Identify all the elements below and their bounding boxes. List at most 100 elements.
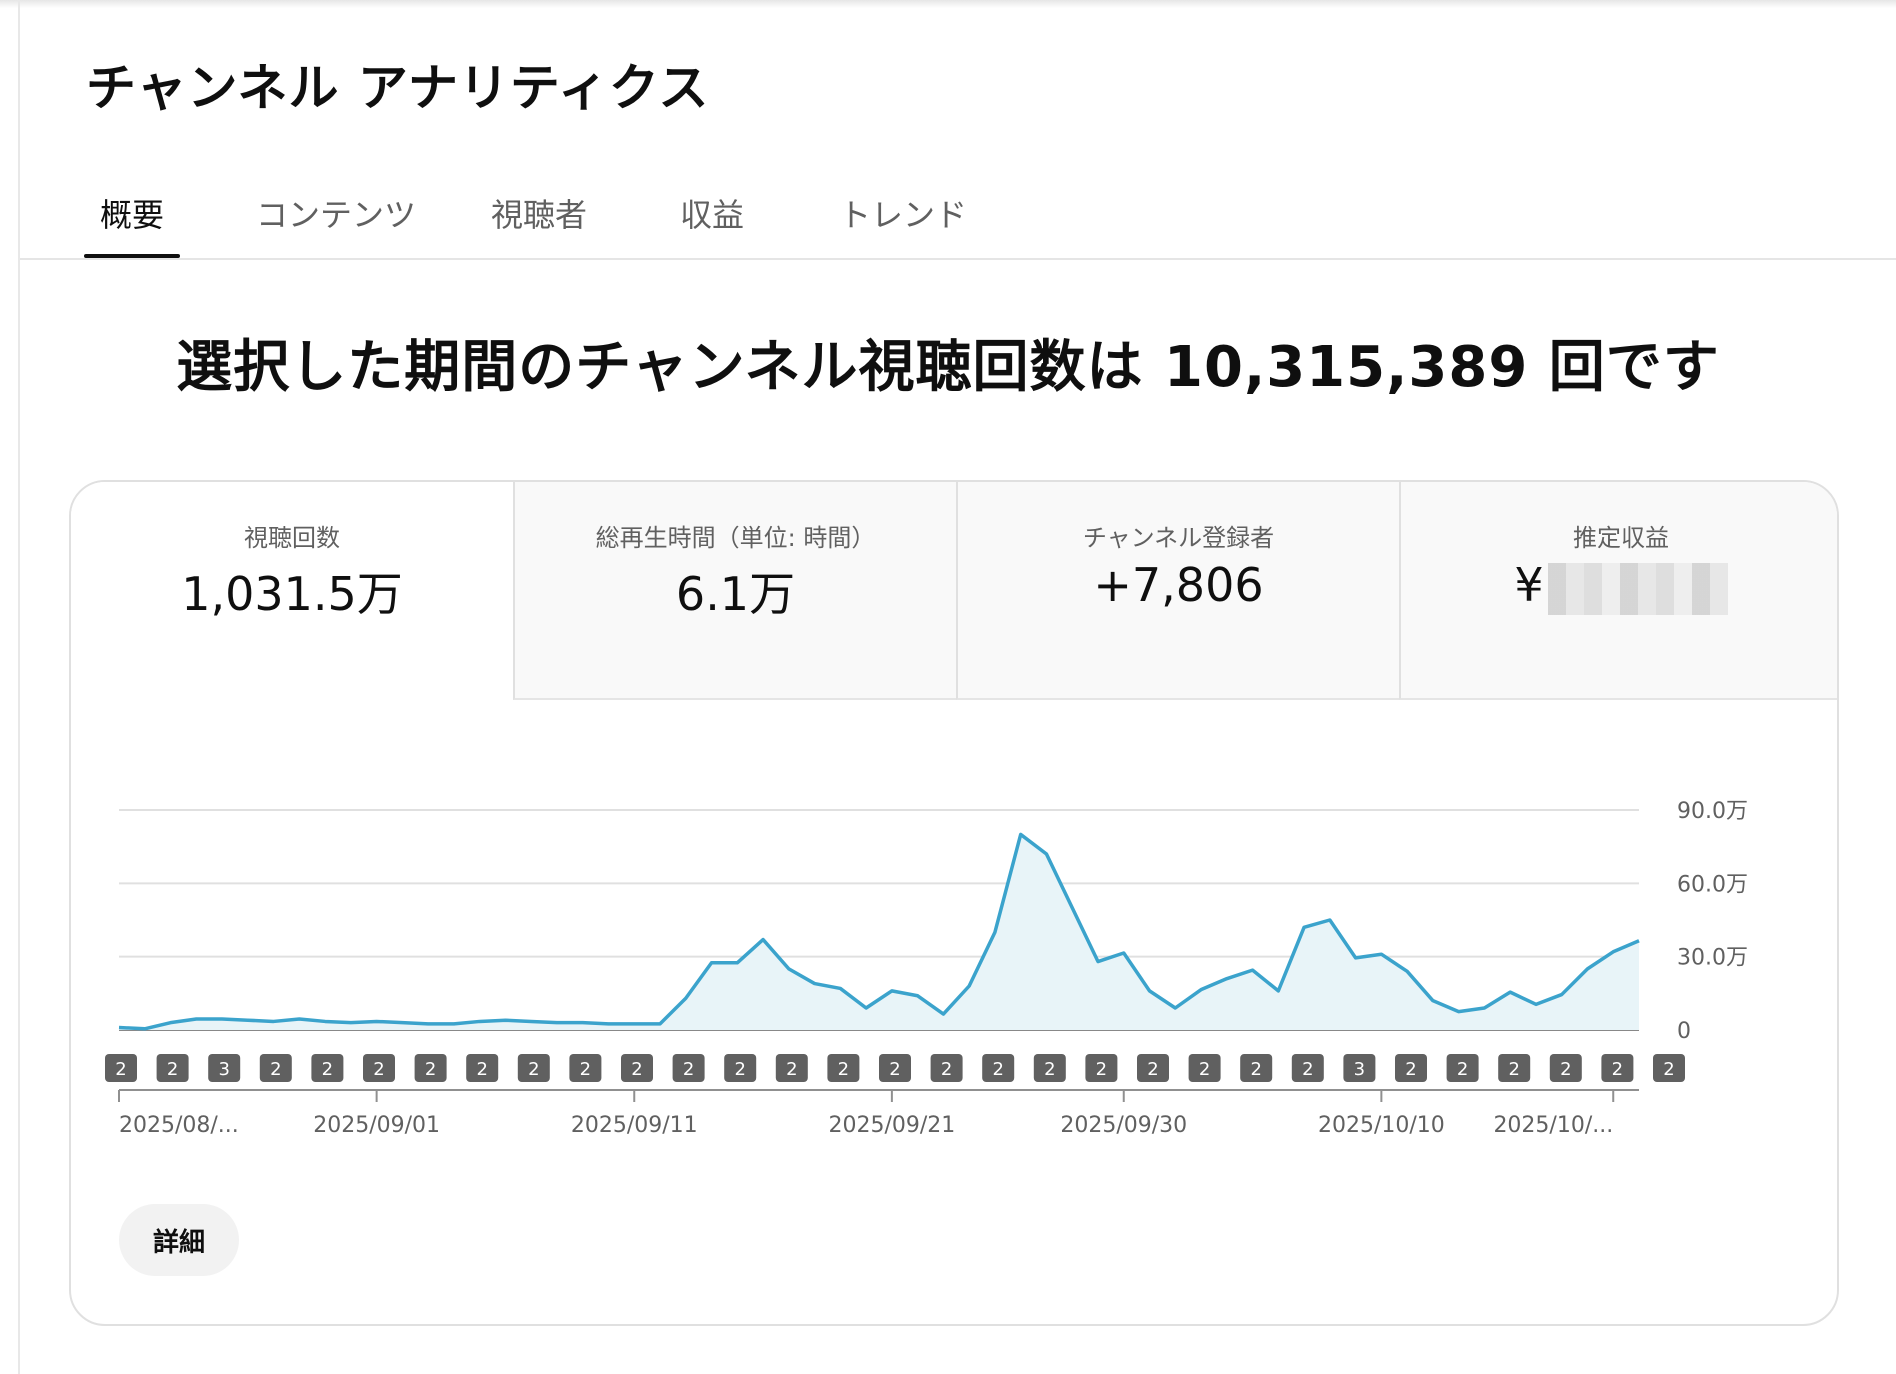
x-tick-label: 2025/09/30 — [1060, 1113, 1187, 1138]
marker-count: 2 — [1457, 1059, 1468, 1080]
details-button[interactable]: 詳細 — [119, 1204, 239, 1276]
metric-label: チャンネル登録者 — [1082, 524, 1275, 552]
video-publish-marker[interactable]: 2 — [1188, 1054, 1221, 1082]
metric-views[interactable]: 視聴回数 1,031.5万 — [71, 482, 513, 700]
metric-value: ¥ — [1401, 558, 1837, 615]
marker-count: 3 — [218, 1059, 229, 1080]
metric-estimated-revenue[interactable]: 推定収益 ¥ — [1399, 482, 1837, 700]
top-shadow — [0, 0, 1896, 8]
marker-count: 2 — [838, 1059, 849, 1080]
chart-markers: 2 2 3 2 2 2 2 2 2 2 2 2 2 2 2 2 2 2 2 2 2 2 2 2 3 2 2 2 2 2 2 — [105, 1054, 1685, 1082]
marker-count: 2 — [1405, 1059, 1416, 1080]
metric-label: 視聴回数 — [244, 524, 340, 552]
x-tick-label: 2025/10/10 — [1318, 1113, 1445, 1138]
x-tick-label: 2025/09/01 — [313, 1113, 440, 1138]
marker-count: 2 — [1612, 1059, 1623, 1080]
video-publish-marker[interactable]: 2 — [466, 1054, 499, 1082]
metric-value: 6.1万 — [675, 567, 796, 621]
marker-count: 2 — [734, 1059, 745, 1080]
video-publish-marker[interactable]: 2 — [1446, 1054, 1479, 1082]
video-publish-marker[interactable]: 2 — [1395, 1054, 1427, 1082]
area-fill — [119, 834, 1639, 1030]
video-publish-marker[interactable]: 2 — [1653, 1054, 1685, 1082]
views-headline: 選択した期間のチャンネル視聴回数は 10,315,389 回です — [176, 335, 1720, 400]
marker-count: 2 — [786, 1059, 797, 1080]
video-publish-marker[interactable]: 2 — [105, 1054, 137, 1082]
video-publish-marker[interactable]: 2 — [724, 1054, 757, 1082]
x-tick-label: 2025/08/... — [119, 1113, 239, 1138]
marker-count: 2 — [1096, 1059, 1107, 1080]
video-publish-marker[interactable]: 2 — [1601, 1054, 1634, 1082]
x-tick-label: 2025/09/21 — [828, 1113, 955, 1138]
marker-count: 2 — [1250, 1059, 1261, 1080]
marker-count: 2 — [1302, 1059, 1313, 1080]
video-publish-marker[interactable]: 2 — [879, 1054, 911, 1082]
tab-content[interactable]: コンテンツ — [256, 180, 416, 258]
video-publish-marker[interactable]: 2 — [1549, 1054, 1582, 1082]
y-tick-label: 0 — [1677, 1019, 1691, 1044]
analytics-card: 視聴回数 1,031.5万 総再生時間（単位: 時間） 6.1万 チャンネル登録… — [69, 480, 1839, 1326]
y-tick-label: 90.0万 — [1677, 799, 1748, 824]
tab-revenue[interactable]: 収益 — [672, 180, 752, 258]
video-publish-marker[interactable]: 2 — [1137, 1054, 1169, 1082]
metric-value: 1,031.5万 — [181, 567, 403, 621]
page-title: チャンネル アナリティクス — [86, 59, 710, 117]
marker-count: 2 — [1147, 1059, 1158, 1080]
marker-count: 2 — [889, 1059, 900, 1080]
tab-label: 収益 — [679, 196, 744, 234]
video-publish-marker[interactable]: 2 — [259, 1054, 292, 1082]
video-publish-marker[interactable]: 2 — [517, 1054, 550, 1082]
x-tick-label: 2025/09/11 — [571, 1113, 698, 1138]
marker-count: 2 — [322, 1059, 333, 1080]
video-publish-marker[interactable]: 2 — [827, 1054, 860, 1082]
currency-symbol: ¥ — [1514, 558, 1544, 612]
y-tick-label: 30.0万 — [1677, 946, 1748, 971]
video-publish-marker[interactable]: 2 — [363, 1054, 395, 1082]
video-publish-marker[interactable]: 2 — [1498, 1054, 1531, 1082]
video-publish-marker[interactable]: 2 — [621, 1054, 653, 1082]
tab-label: 概要 — [99, 196, 164, 234]
sidebar-divider — [18, 0, 20, 1374]
marker-count: 2 — [683, 1059, 694, 1080]
marker-count: 2 — [580, 1059, 591, 1080]
views-series-line — [118, 832, 1640, 1031]
video-publish-marker[interactable]: 2 — [1291, 1054, 1324, 1082]
metric-subscribers[interactable]: チャンネル登録者 +7,806 — [956, 482, 1399, 700]
metric-value: +7,806 — [1093, 558, 1264, 612]
tab-label: コンテンツ — [256, 196, 417, 234]
marker-count: 2 — [270, 1059, 281, 1080]
video-publish-marker[interactable]: 2 — [1033, 1054, 1066, 1082]
marker-count: 2 — [373, 1059, 384, 1080]
video-publish-marker[interactable]: 2 — [156, 1054, 189, 1082]
tab-label: 視聴者 — [490, 196, 587, 234]
tabs-divider — [20, 258, 1896, 260]
tab-overview[interactable]: 概要 — [84, 180, 180, 258]
metric-watch-time[interactable]: 総再生時間（単位: 時間） 6.1万 — [513, 482, 956, 700]
marker-count: 2 — [425, 1059, 436, 1080]
video-publish-marker[interactable]: 2 — [569, 1054, 602, 1082]
tab-trends[interactable]: トレンド — [838, 180, 968, 258]
marker-count: 2 — [115, 1059, 126, 1080]
video-publish-marker[interactable]: 3 — [208, 1054, 241, 1082]
video-publish-marker[interactable]: 2 — [930, 1054, 963, 1082]
marker-count: 2 — [941, 1059, 952, 1080]
video-publish-marker[interactable]: 2 — [311, 1054, 344, 1082]
tab-audience[interactable]: 視聴者 — [486, 180, 592, 258]
marker-count: 2 — [631, 1059, 642, 1080]
chart-x-axis: 2025/08/... 2025/09/01 2025/09/11 2025/09/2… — [118, 1089, 1639, 1138]
marker-count: 2 — [1199, 1059, 1210, 1080]
marker-count: 2 — [167, 1059, 178, 1080]
y-tick-label: 60.0万 — [1677, 872, 1748, 897]
video-publish-marker[interactable]: 2 — [982, 1054, 1015, 1082]
video-publish-marker[interactable]: 2 — [1085, 1054, 1118, 1082]
video-publish-marker[interactable]: 2 — [414, 1054, 447, 1082]
video-publish-marker[interactable]: 2 — [1240, 1054, 1273, 1082]
video-publish-marker[interactable]: 3 — [1343, 1054, 1376, 1082]
active-tab-indicator — [84, 254, 180, 258]
blurred-revenue-mask — [1547, 562, 1728, 615]
metric-label: 推定収益 — [1573, 524, 1669, 552]
video-publish-marker[interactable]: 2 — [672, 1054, 705, 1082]
marker-count: 2 — [992, 1059, 1003, 1080]
video-publish-marker[interactable]: 2 — [775, 1054, 808, 1082]
